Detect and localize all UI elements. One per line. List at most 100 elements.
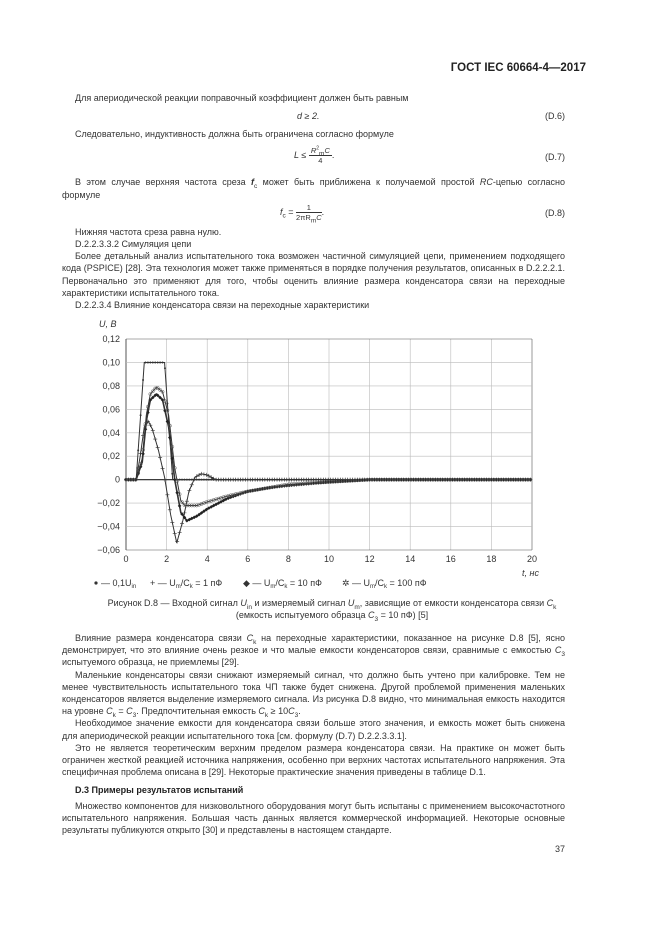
data-point	[418, 477, 423, 482]
data-point	[316, 480, 321, 485]
bottom-text-block: Влияние размера конденсатора связи Ck на…	[62, 632, 565, 854]
data-point	[161, 361, 164, 364]
data-point	[443, 477, 447, 482]
data-point	[292, 483, 296, 487]
data-point	[348, 478, 352, 483]
data-point	[155, 445, 160, 450]
data-point	[350, 478, 355, 483]
data-point	[362, 478, 367, 482]
data-point	[472, 477, 477, 482]
data-point	[160, 389, 165, 394]
equation-expr: d ≥ 2.	[297, 111, 320, 122]
data-point	[299, 482, 304, 487]
data-point	[389, 477, 394, 482]
data-point	[282, 484, 287, 488]
legend-item-3: ✲ — Um/Ck = 100 пФ	[342, 578, 427, 590]
data-point	[506, 477, 511, 482]
data-point	[287, 482, 292, 487]
data-point	[304, 482, 309, 486]
data-point	[487, 477, 491, 482]
data-point	[494, 477, 499, 482]
data-point	[184, 499, 189, 504]
data-point	[440, 477, 445, 482]
data-point	[336, 479, 340, 484]
data-point	[238, 491, 243, 495]
data-point	[297, 481, 301, 486]
data-point	[250, 488, 255, 493]
data-point	[518, 477, 523, 482]
section-heading: D.2.2.3.3.2 Симуляция цепи	[75, 239, 192, 250]
data-point	[435, 477, 440, 482]
paragraph: Следовательно, индуктивность должна быть…	[75, 129, 394, 140]
data-point	[153, 386, 158, 391]
data-point	[526, 477, 530, 482]
data-point	[221, 498, 226, 503]
data-point	[513, 477, 518, 482]
data-point	[340, 479, 345, 484]
data-point	[138, 462, 143, 467]
data-point	[470, 477, 474, 482]
data-point	[489, 477, 494, 482]
data-point	[185, 478, 188, 481]
data-point	[482, 477, 486, 482]
x-tick-label: 4	[205, 554, 210, 564]
data-point	[144, 361, 147, 364]
data-point	[328, 480, 333, 484]
data-point	[311, 481, 316, 485]
data-point	[265, 486, 270, 490]
data-point	[270, 485, 275, 490]
data-point	[129, 477, 133, 482]
data-point	[241, 490, 245, 495]
section-heading: D.2.2.3.4 Влияние конденсатора связи на …	[75, 300, 370, 311]
data-point	[150, 389, 155, 394]
data-point	[151, 361, 154, 364]
data-point	[457, 477, 462, 482]
data-point	[301, 481, 306, 486]
paragraph: Влияние размера конденсатора связи Ck на…	[62, 633, 565, 668]
data-point	[377, 477, 382, 482]
data-point	[189, 482, 194, 487]
data-point	[142, 379, 145, 382]
data-point	[178, 478, 181, 481]
data-point	[282, 483, 287, 487]
data-point	[399, 477, 404, 482]
data-point	[326, 480, 331, 484]
data-point	[172, 531, 177, 536]
data-point	[146, 410, 150, 415]
data-point	[467, 477, 472, 482]
chart-legend: — 0,1Uin + — Um/Ck = 1 пФ ◆ — Um/Ck = 10…	[94, 578, 427, 590]
data-point	[523, 477, 528, 482]
data-point	[124, 477, 128, 482]
data-point	[306, 481, 311, 486]
top-text-block: Для апериодической реакции поправочный к…	[62, 92, 565, 311]
data-point	[228, 493, 233, 498]
data-point	[159, 361, 162, 364]
data-point	[146, 361, 149, 364]
data-point	[194, 474, 199, 479]
data-point	[387, 477, 391, 482]
equation-expr: L ≤ R2mC 4.	[294, 145, 335, 166]
data-point	[375, 477, 379, 482]
x-tick-label: 6	[245, 554, 250, 564]
paragraph: Более детальный анализ испытательного то…	[62, 251, 565, 298]
data-point	[460, 477, 465, 482]
data-point	[294, 482, 299, 486]
x-tick-label: 20	[527, 554, 537, 564]
data-point	[156, 361, 159, 364]
data-point	[302, 482, 306, 486]
data-point	[360, 478, 365, 482]
data-point	[299, 481, 304, 486]
paragraph: Нижняя частота среза равна нулю.	[75, 226, 222, 237]
data-point	[197, 512, 201, 517]
data-point	[209, 505, 214, 509]
data-point	[245, 489, 250, 494]
data-point	[384, 477, 389, 482]
data-point	[211, 503, 216, 508]
data-point	[287, 483, 292, 488]
y-tick-label: −0,06	[97, 545, 120, 555]
data-point	[177, 492, 182, 497]
data-point	[166, 402, 169, 405]
data-point	[160, 466, 165, 471]
data-point	[150, 428, 155, 433]
figure-d8-chart: U, В t, нс 0 2 4 6 8 10 12 14 16 18 20 0,12 0,10 0,08…	[94, 319, 539, 590]
